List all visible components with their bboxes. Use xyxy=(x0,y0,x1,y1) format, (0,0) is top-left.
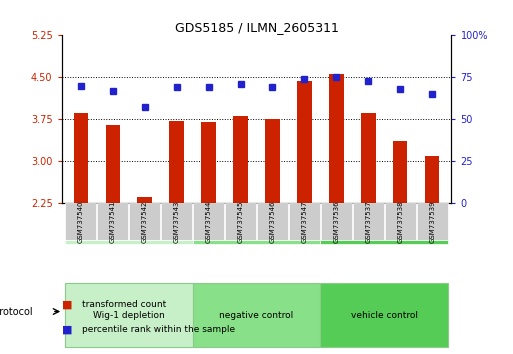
Bar xyxy=(393,141,407,202)
Text: vehicle control: vehicle control xyxy=(351,310,418,320)
Bar xyxy=(385,202,416,240)
Text: GSM737546: GSM737546 xyxy=(269,200,275,243)
Bar xyxy=(192,283,321,347)
Text: GSM737542: GSM737542 xyxy=(142,200,148,242)
Bar xyxy=(425,156,440,202)
Text: GSM737545: GSM737545 xyxy=(238,200,244,242)
Bar xyxy=(65,202,96,240)
Text: ■: ■ xyxy=(62,299,72,309)
Bar xyxy=(233,116,248,202)
Bar xyxy=(321,240,448,244)
Text: GSM737537: GSM737537 xyxy=(365,200,371,243)
Bar xyxy=(65,283,192,347)
Bar xyxy=(192,240,321,244)
Bar xyxy=(97,202,128,240)
Bar xyxy=(73,113,88,202)
Bar xyxy=(161,202,192,240)
Bar xyxy=(321,202,352,240)
Text: protocol: protocol xyxy=(0,307,33,316)
Title: GDS5185 / ILMN_2605311: GDS5185 / ILMN_2605311 xyxy=(174,21,339,34)
Bar xyxy=(65,240,192,244)
Text: GSM737538: GSM737538 xyxy=(397,200,403,243)
Text: GSM737547: GSM737547 xyxy=(302,200,307,243)
Bar xyxy=(257,202,288,240)
Text: GSM737544: GSM737544 xyxy=(206,200,211,242)
Bar xyxy=(329,74,344,202)
Bar xyxy=(353,202,384,240)
Bar xyxy=(265,119,280,202)
Text: Wig-1 depletion: Wig-1 depletion xyxy=(93,310,165,320)
Bar xyxy=(289,202,320,240)
Text: GSM737543: GSM737543 xyxy=(173,200,180,243)
Bar xyxy=(137,197,152,202)
Bar xyxy=(169,121,184,202)
Bar xyxy=(361,113,376,202)
Text: GSM737536: GSM737536 xyxy=(333,200,340,243)
Bar xyxy=(202,122,216,202)
Text: GSM737540: GSM737540 xyxy=(78,200,84,243)
Bar xyxy=(106,125,120,202)
Bar xyxy=(297,81,311,202)
Bar xyxy=(417,202,448,240)
Text: transformed count: transformed count xyxy=(82,300,166,309)
Text: GSM737541: GSM737541 xyxy=(110,200,116,243)
Bar xyxy=(225,202,256,240)
Bar xyxy=(193,202,224,240)
Text: negative control: negative control xyxy=(220,310,293,320)
Text: GSM737539: GSM737539 xyxy=(429,200,435,243)
Text: ■: ■ xyxy=(62,324,72,334)
Text: percentile rank within the sample: percentile rank within the sample xyxy=(82,325,235,334)
Bar xyxy=(129,202,160,240)
Bar xyxy=(321,283,448,347)
